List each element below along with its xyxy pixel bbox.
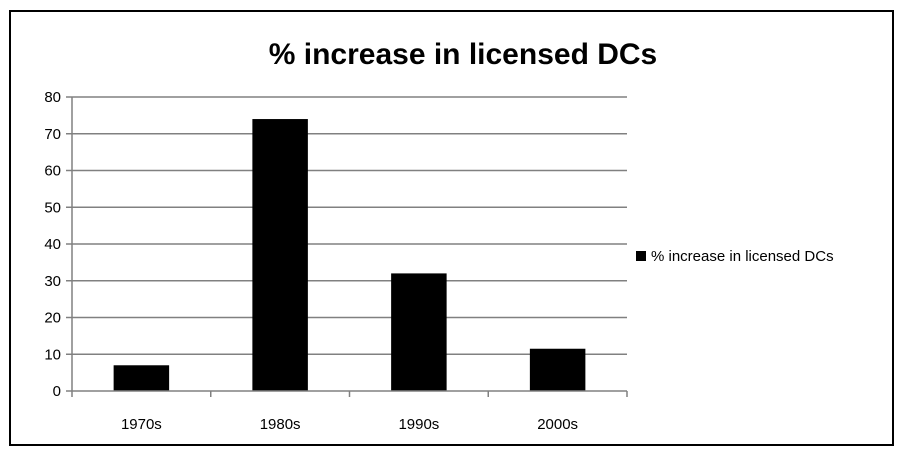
x-tick-label: 1980s: [260, 416, 301, 433]
y-tick-label: 40: [44, 236, 61, 253]
legend-label: % increase in licensed DCs: [651, 248, 834, 265]
y-tick-label: 80: [44, 89, 61, 106]
y-tick-label: 50: [44, 199, 61, 216]
legend: % increase in licensed DCs: [636, 248, 834, 265]
legend-swatch: [636, 251, 646, 261]
x-tick-label: 1990s: [398, 416, 439, 433]
gridlines: [72, 96, 627, 355]
y-tick-label: 10: [44, 346, 61, 363]
x-axis: 1970s 1980s 1990s 2000s: [71, 390, 628, 433]
y-tick-label: 60: [44, 163, 61, 180]
y-tick-label: 0: [53, 383, 61, 400]
bar-2000s: [529, 348, 586, 391]
chart-title: % increase in licensed DCs: [269, 38, 658, 71]
x-tick-label: 2000s: [537, 416, 578, 433]
bars: [113, 119, 586, 392]
x-tick-label: 1970s: [121, 416, 162, 433]
y-axis: 0 10 20 30 40 50 60 70 80: [44, 89, 73, 400]
bar-1970s: [113, 365, 170, 391]
bar-1980s: [252, 119, 308, 392]
y-tick-label: 30: [44, 273, 61, 290]
bar-1990s: [391, 273, 447, 391]
y-tick-label: 70: [44, 126, 61, 143]
y-tick-label: 20: [44, 310, 61, 327]
